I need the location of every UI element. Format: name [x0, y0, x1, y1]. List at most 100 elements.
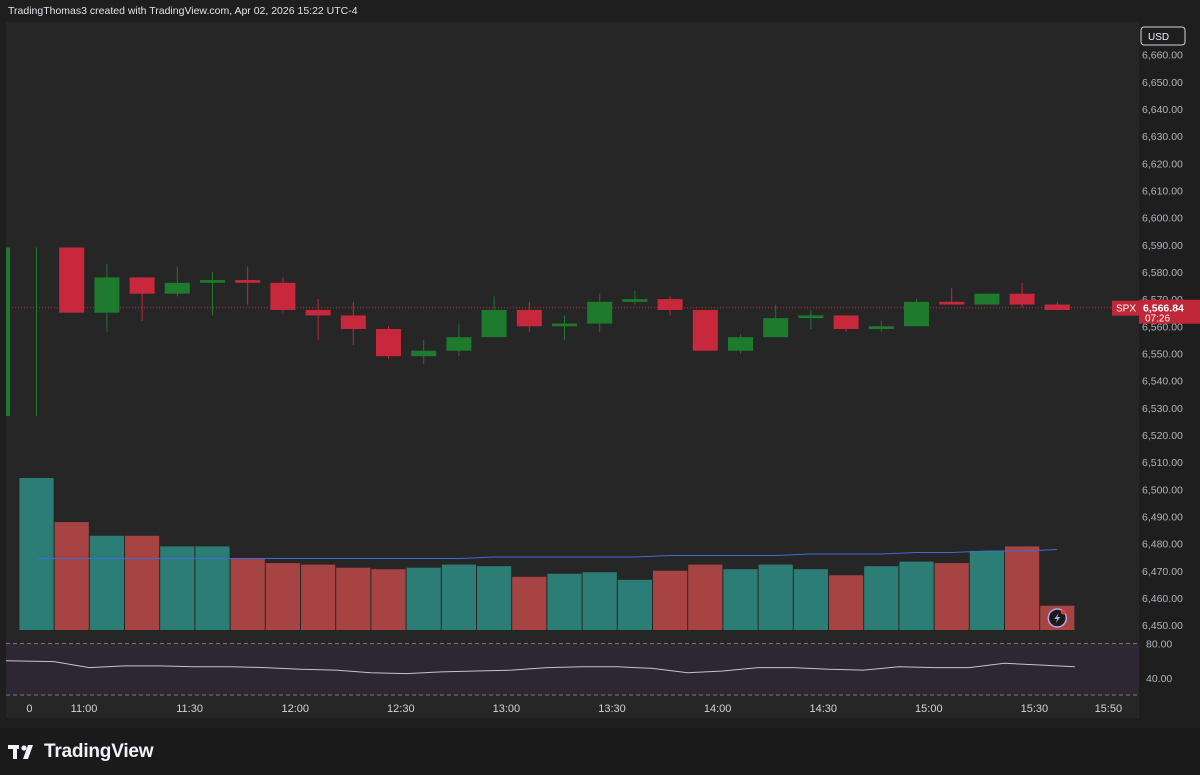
candle-body [1009, 293, 1035, 305]
price-tick-label: 6,640.00 [1142, 104, 1183, 116]
candle-body [728, 337, 753, 351]
candle-body [587, 301, 613, 324]
currency-badge: USD [1140, 26, 1186, 46]
candle-body [552, 323, 577, 327]
volume-bar [1005, 546, 1040, 630]
chart-caption: TradingThomas3 created with TradingView.… [8, 5, 358, 17]
candle-body [481, 309, 507, 338]
symbol-tag: SPX [1112, 300, 1139, 316]
candle-body [235, 280, 261, 283]
volume-bar [230, 558, 265, 630]
price-axis-background [1139, 22, 1200, 732]
price-tick-label: 6,630.00 [1142, 131, 1183, 143]
candle-body [94, 277, 120, 313]
time-tick-label: 15:00 [915, 703, 943, 715]
candle [974, 293, 1000, 305]
candle-body [798, 315, 824, 319]
rsi-line [6, 660, 1075, 675]
price-tick-label: 6,620.00 [1142, 158, 1183, 170]
volume-bar [829, 575, 864, 630]
volume-bar [89, 535, 124, 630]
chart-area[interactable]: 0 11:00 11:30 12:00 12:30 13:00 13:30 14:00 14:3… [6, 22, 1139, 718]
price-tick-label: 6,610.00 [1142, 185, 1183, 197]
volume-bar [899, 561, 934, 630]
volume-bar [125, 535, 160, 630]
candle [446, 323, 472, 357]
volume-bar [477, 566, 512, 630]
candle [6, 247, 37, 416]
price-tick-label: 6,510.00 [1142, 457, 1183, 469]
candle [833, 315, 859, 332]
candle [235, 266, 261, 305]
volume-bar [934, 563, 969, 630]
candle [411, 339, 437, 365]
candle-body [904, 301, 929, 327]
volume-bar [758, 564, 793, 630]
candle [552, 315, 577, 340]
candle-body [340, 315, 366, 329]
volume-bar [19, 478, 54, 630]
candle [692, 309, 718, 351]
candle-body [200, 280, 225, 283]
volume-bar [617, 579, 652, 630]
time-tick-label: 14:00 [704, 703, 732, 715]
time-tick-label: 13:00 [493, 703, 521, 715]
candle-body [657, 299, 683, 310]
volume-bar [793, 569, 828, 630]
time-tick-label: 11:00 [71, 703, 98, 715]
volume-bar [512, 576, 547, 630]
volume-bar [547, 573, 582, 630]
candle [516, 301, 542, 332]
candle [94, 263, 120, 332]
candle [200, 271, 225, 316]
price-tick-label: 6,580.00 [1142, 267, 1183, 279]
price-tick-label: 6,470.00 [1142, 566, 1183, 578]
candle-body [129, 277, 155, 294]
volume-bar [406, 567, 441, 630]
volume-bar [441, 564, 476, 630]
volume-bar [301, 564, 336, 630]
tradingview-logo[interactable]: TradingView [8, 740, 154, 764]
rsi-level-label: 40.00 [1146, 673, 1172, 685]
candle [129, 277, 155, 321]
countdown-label: 07:26 [1145, 314, 1170, 325]
candle [59, 247, 85, 313]
candle-body [763, 318, 789, 338]
candle-body [974, 293, 1000, 305]
symbol-label: SPX [1116, 304, 1136, 315]
candle [164, 266, 190, 297]
volume-bar [195, 546, 230, 630]
lightning-icon-bolt [1054, 613, 1061, 623]
candle [1044, 301, 1070, 310]
price-tick-label: 6,520.00 [1142, 430, 1183, 442]
time-tick-label: 12:30 [387, 703, 415, 715]
lightning-icon-dot [1060, 609, 1066, 615]
candle-body [376, 329, 401, 357]
rsi-level-label: 80.00 [1146, 639, 1172, 651]
time-tick-label: 15:30 [1021, 703, 1049, 715]
candle [657, 296, 683, 316]
candle [763, 304, 789, 338]
time-tick-label: 0 [26, 703, 32, 715]
volume-bar [336, 567, 371, 630]
candle-body [164, 282, 190, 294]
price-tick-label: 6,660.00 [1142, 50, 1183, 62]
candle-body [622, 299, 648, 302]
time-tick-label: 14:30 [809, 703, 837, 715]
candle-body [833, 315, 859, 329]
candle [868, 320, 894, 332]
tradingview-logo-icon [8, 745, 33, 759]
candle [305, 299, 331, 340]
volume-bar [864, 566, 899, 630]
candle [376, 326, 401, 359]
price-tick-label: 6,590.00 [1142, 240, 1183, 252]
rsi-band [6, 643, 1139, 695]
price-tick-label: 6,480.00 [1142, 539, 1183, 551]
candle-body [270, 282, 296, 310]
candle-body [411, 350, 437, 357]
price-chart[interactable]: 0 11:00 11:30 12:00 12:30 13:00 13:30 14:00 14:3… [6, 22, 1139, 718]
price-axis[interactable]: USD 6,660.00 6,650.00 6,640.00 6,630.00 6,620… [1139, 22, 1200, 732]
candle [1009, 282, 1035, 308]
price-tick-label: 6,500.00 [1142, 484, 1183, 496]
